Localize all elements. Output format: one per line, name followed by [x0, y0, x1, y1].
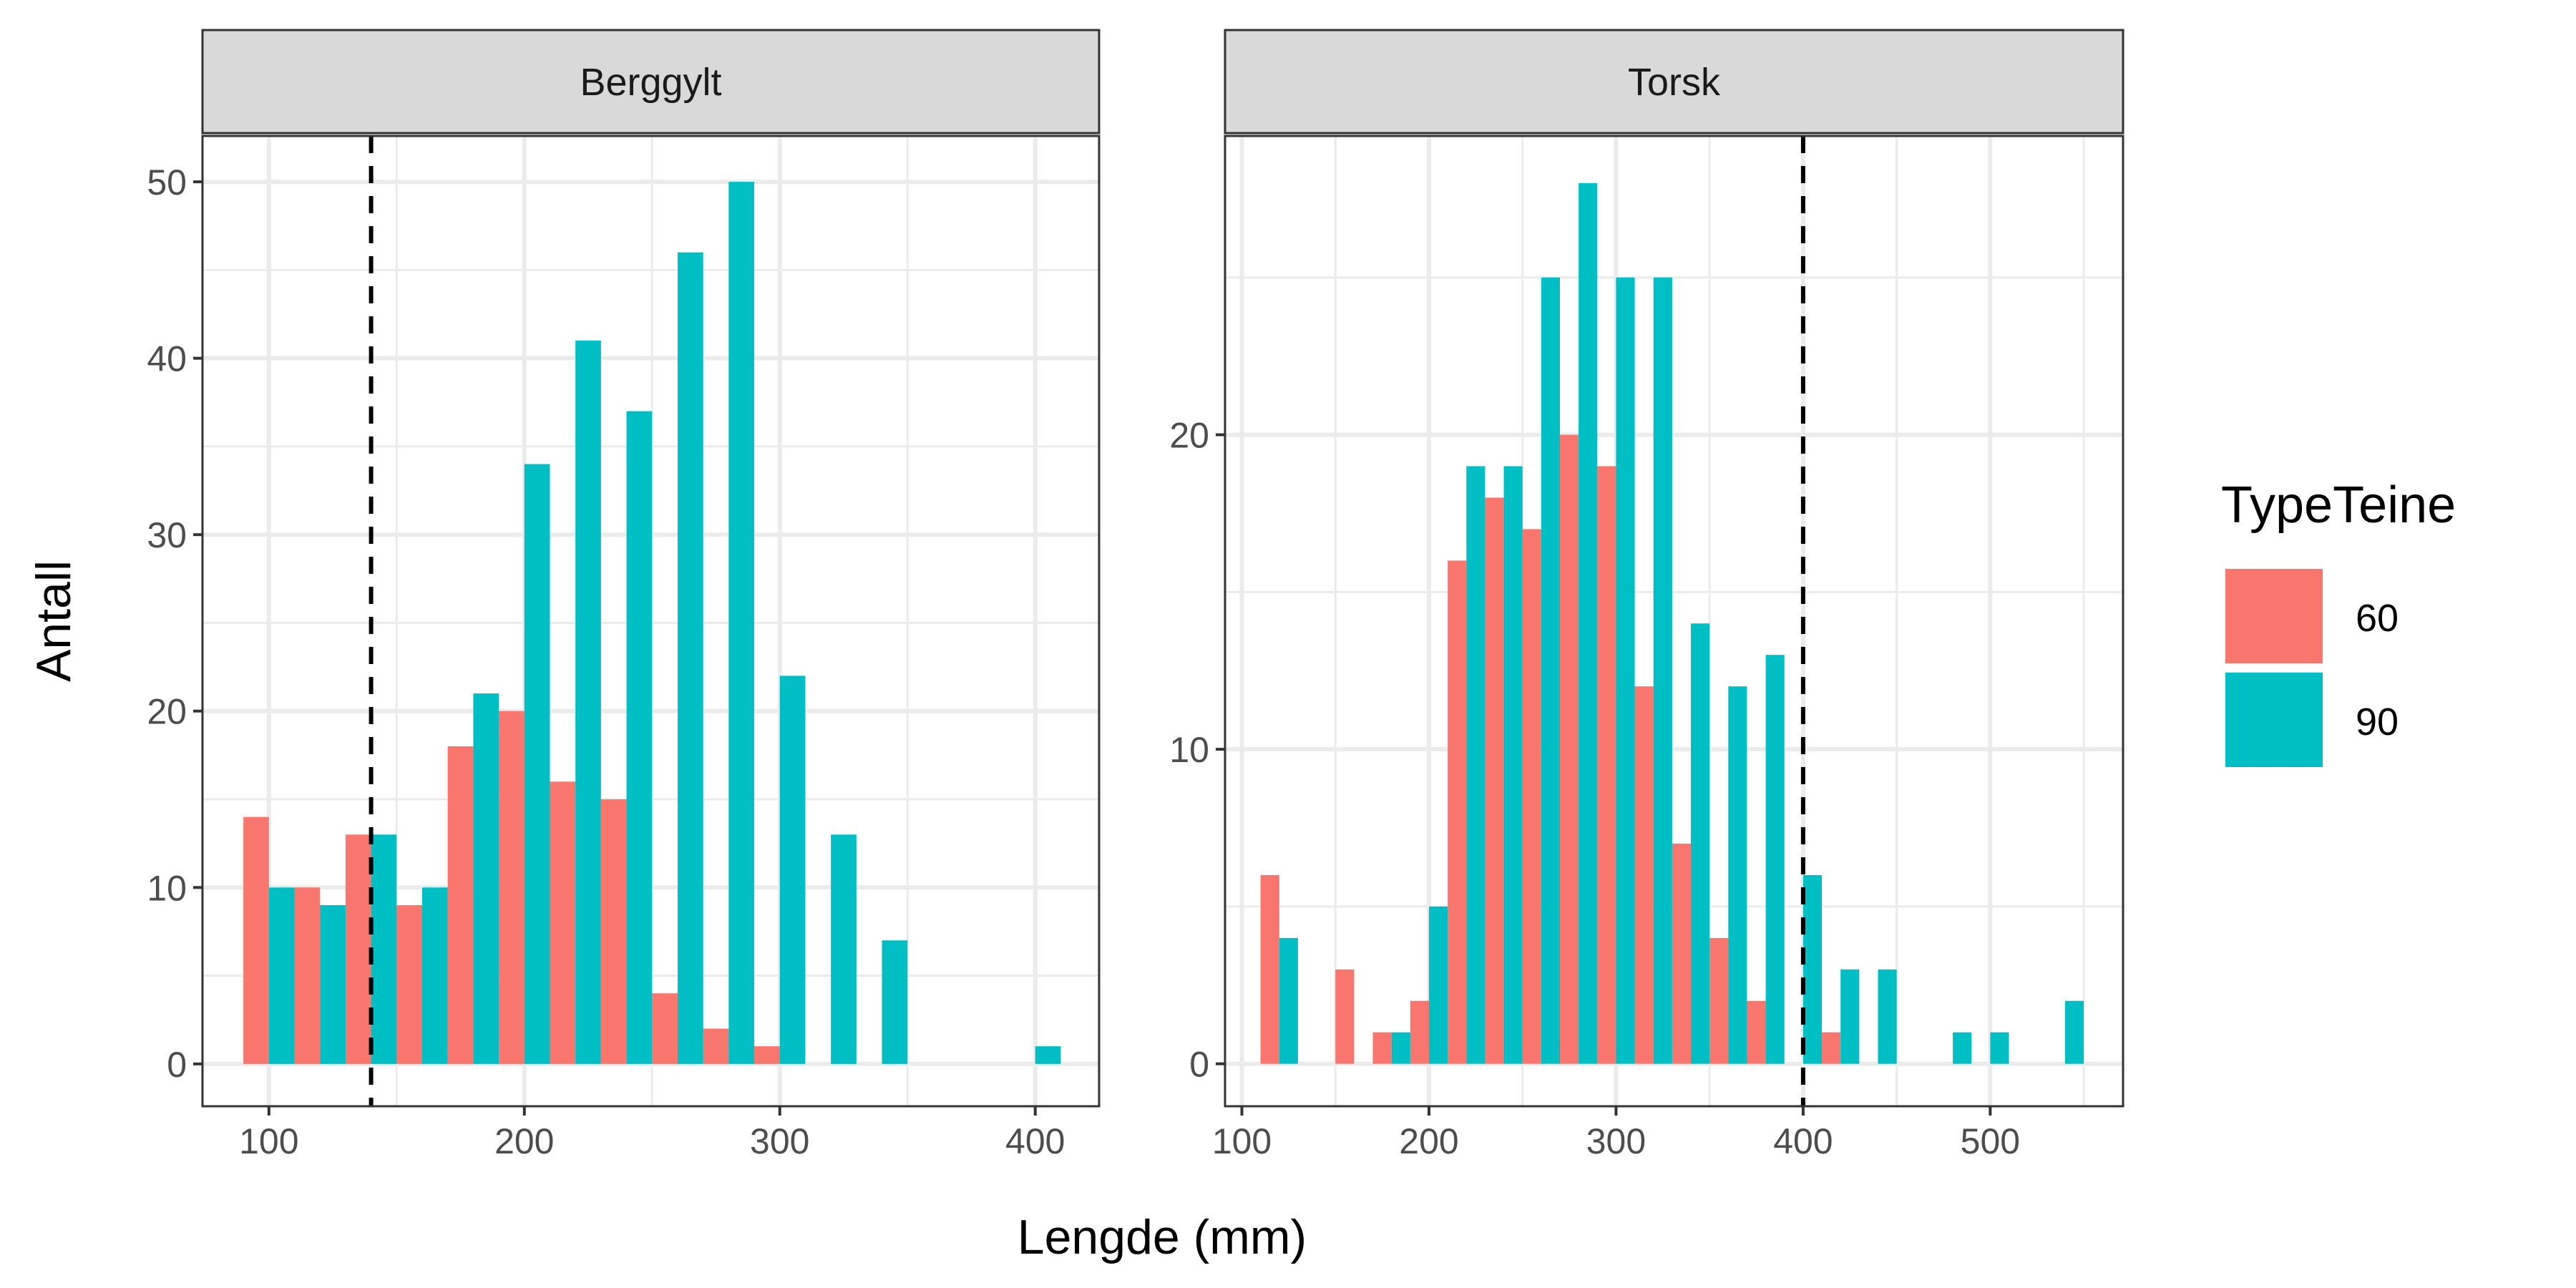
legend-key-90: [2225, 673, 2323, 767]
bar-90-180: [1391, 1032, 1410, 1064]
bar-90-240: [1503, 466, 1523, 1064]
bar-90-260: [677, 252, 703, 1064]
bar-60-320: [1634, 686, 1654, 1064]
panel-torsk: Torsk 100 200 300 400 500 0 10 20: [1169, 29, 2124, 1161]
facet-strip-label: Torsk: [1628, 61, 1721, 104]
bar-90-280: [728, 182, 755, 1064]
bar-60-220: [1448, 560, 1467, 1064]
facet-strip: [201, 29, 1101, 135]
facet-strip-label: Berggylt: [580, 61, 721, 104]
bar-90-280: [1579, 182, 1598, 1064]
bar-90-120: [1279, 937, 1298, 1064]
bar-60-200: [499, 711, 525, 1064]
bar-90-240: [626, 411, 653, 1064]
bar-90-100: [268, 887, 295, 1064]
bar-60-160: [396, 904, 423, 1064]
bar-60-100: [243, 816, 269, 1064]
bar-90-220: [1466, 466, 1485, 1064]
bar-90-540: [2064, 1000, 2084, 1064]
bar-60-220: [550, 781, 576, 1064]
legend: TypeTeine 60 90: [2221, 477, 2456, 767]
bar-90-260: [1541, 277, 1561, 1064]
bar-60-120: [294, 887, 321, 1064]
bar-90-500: [1990, 1032, 2009, 1064]
bar-60-140: [345, 834, 371, 1064]
bar-90-180: [473, 693, 499, 1064]
bar-90-360: [1728, 686, 1747, 1064]
bar-90-200: [1428, 906, 1448, 1064]
panel-border: [1224, 135, 2124, 1108]
x-tick-label: 300: [750, 1121, 809, 1161]
bar-90-200: [524, 464, 550, 1064]
x-axis-title: Lengde (mm): [1018, 1210, 1307, 1264]
bar-90-400: [1802, 874, 1823, 1064]
legend-key-60: [2225, 569, 2323, 663]
bar-60-360: [1709, 937, 1729, 1064]
bar-60-300: [754, 1046, 780, 1064]
bar-90-340: [882, 940, 908, 1064]
bar-90-320: [831, 834, 857, 1064]
bar-90-300: [779, 675, 806, 1064]
bar-60-260: [1522, 529, 1541, 1064]
bar-90-220: [575, 340, 601, 1064]
y-tick-label: 0: [1189, 1045, 1209, 1085]
y-tick-label: 40: [147, 339, 187, 379]
x-tick-label: 300: [1586, 1121, 1646, 1161]
y-tick-label: 10: [1169, 730, 1209, 770]
bar-60-180: [447, 746, 474, 1064]
legend-label-60: 60: [2356, 597, 2399, 640]
bar-90-420: [1840, 969, 1860, 1064]
bar-60-160: [1335, 969, 1355, 1064]
y-tick-label: 0: [167, 1045, 187, 1085]
bar-60-280: [1560, 434, 1579, 1064]
bar-60-280: [703, 1028, 729, 1064]
bar-90-440: [1878, 969, 1897, 1064]
bar-90-140: [371, 834, 397, 1064]
bar-90-340: [1691, 623, 1710, 1064]
bar-60-380: [1747, 1000, 1766, 1064]
y-axis-title: Antall: [26, 560, 81, 682]
bar-90-160: [422, 887, 448, 1064]
y-tick-label: 30: [147, 515, 187, 555]
panel-berggylt: Berggylt 100 200 300 400 0 10 20 30 40 50: [147, 29, 1101, 1161]
legend-label-90: 90: [2356, 701, 2399, 743]
panel-border: [201, 135, 1101, 1108]
y-tick-label: 20: [147, 692, 187, 732]
y-tick-label: 50: [147, 162, 187, 203]
x-tick-label: 400: [1005, 1121, 1065, 1161]
x-tick-label: 200: [494, 1121, 554, 1161]
x-tick-label: 400: [1773, 1121, 1833, 1161]
legend-title: TypeTeine: [2221, 477, 2456, 534]
bar-90-120: [320, 904, 346, 1064]
bar-60-260: [652, 993, 678, 1064]
bar-60-420: [1822, 1032, 1841, 1064]
bar-90-400: [1035, 1046, 1061, 1064]
bar-90-480: [1953, 1032, 1972, 1064]
bar-90-380: [1765, 655, 1785, 1064]
facet-strip: [1224, 29, 2124, 135]
bar-60-200: [1410, 1000, 1429, 1064]
x-tick-label: 100: [239, 1121, 298, 1161]
bar-60-180: [1372, 1032, 1392, 1064]
x-tick-label: 100: [1212, 1121, 1272, 1161]
bar-90-300: [1616, 277, 1635, 1064]
bar-60-120: [1260, 874, 1279, 1064]
x-tick-label: 500: [1961, 1121, 2020, 1161]
y-tick-label: 10: [147, 868, 187, 908]
bar-90-320: [1653, 277, 1672, 1064]
x-tick-label: 200: [1399, 1121, 1458, 1161]
bar-60-300: [1597, 466, 1616, 1064]
bar-60-340: [1672, 843, 1692, 1064]
bar-60-240: [600, 799, 627, 1064]
y-tick-label: 20: [1169, 416, 1209, 456]
bar-60-240: [1485, 497, 1504, 1064]
